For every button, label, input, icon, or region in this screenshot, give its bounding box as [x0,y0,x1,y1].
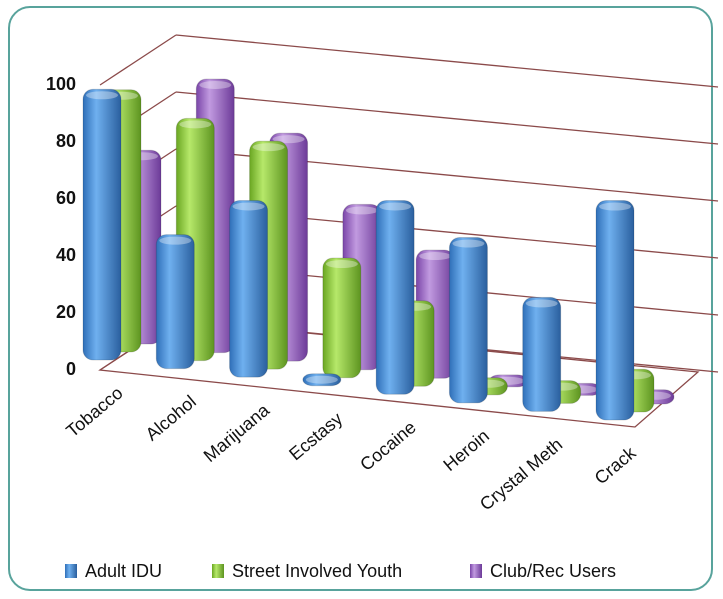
grid-line-side [99,34,177,86]
bar [595,200,635,421]
y-tick-label: 0 [66,359,76,379]
legend-item: Club/Rec Users [470,561,616,581]
y-tick-label: 80 [56,131,76,151]
y-tick-label: 40 [56,245,76,265]
legend-item: Adult IDU [65,561,162,581]
bars [82,78,675,421]
x-tick-label: Ecstasy [285,408,346,464]
grid-line [175,91,719,145]
x-tick-label: Marijuana [200,399,274,466]
legend-label: Adult IDU [85,561,162,581]
x-tick-label: Tobacco [62,383,126,441]
x-tick-label: Cocaine [356,417,419,475]
bar [448,237,488,404]
x-tick-label: Crystal Meth [476,434,566,514]
bar [82,88,122,361]
y-tick-label: 100 [46,74,76,94]
legend-swatch [65,564,77,578]
bar [229,199,269,378]
legend: Adult IDU Street Involved Youth Club/Rec U… [65,561,616,581]
x-tick-label: Alcohol [142,391,200,444]
legend-swatch [212,564,224,578]
y-tick-label: 20 [56,302,76,322]
bar [155,234,195,370]
y-axis-ticks: 0 20 40 60 80 100 [46,74,76,379]
y-tick-label: 60 [56,188,76,208]
bar [522,296,562,412]
legend-label: Club/Rec Users [490,561,616,581]
grid-line [175,34,719,88]
bar [375,199,415,395]
bar [302,373,342,387]
legend-item: Street Involved Youth [212,561,402,581]
legend-label: Street Involved Youth [232,561,402,581]
legend-swatch [470,564,482,578]
x-tick-label: Heroin [440,426,493,475]
x-tick-label: Crack [591,442,641,488]
bar [322,257,362,379]
